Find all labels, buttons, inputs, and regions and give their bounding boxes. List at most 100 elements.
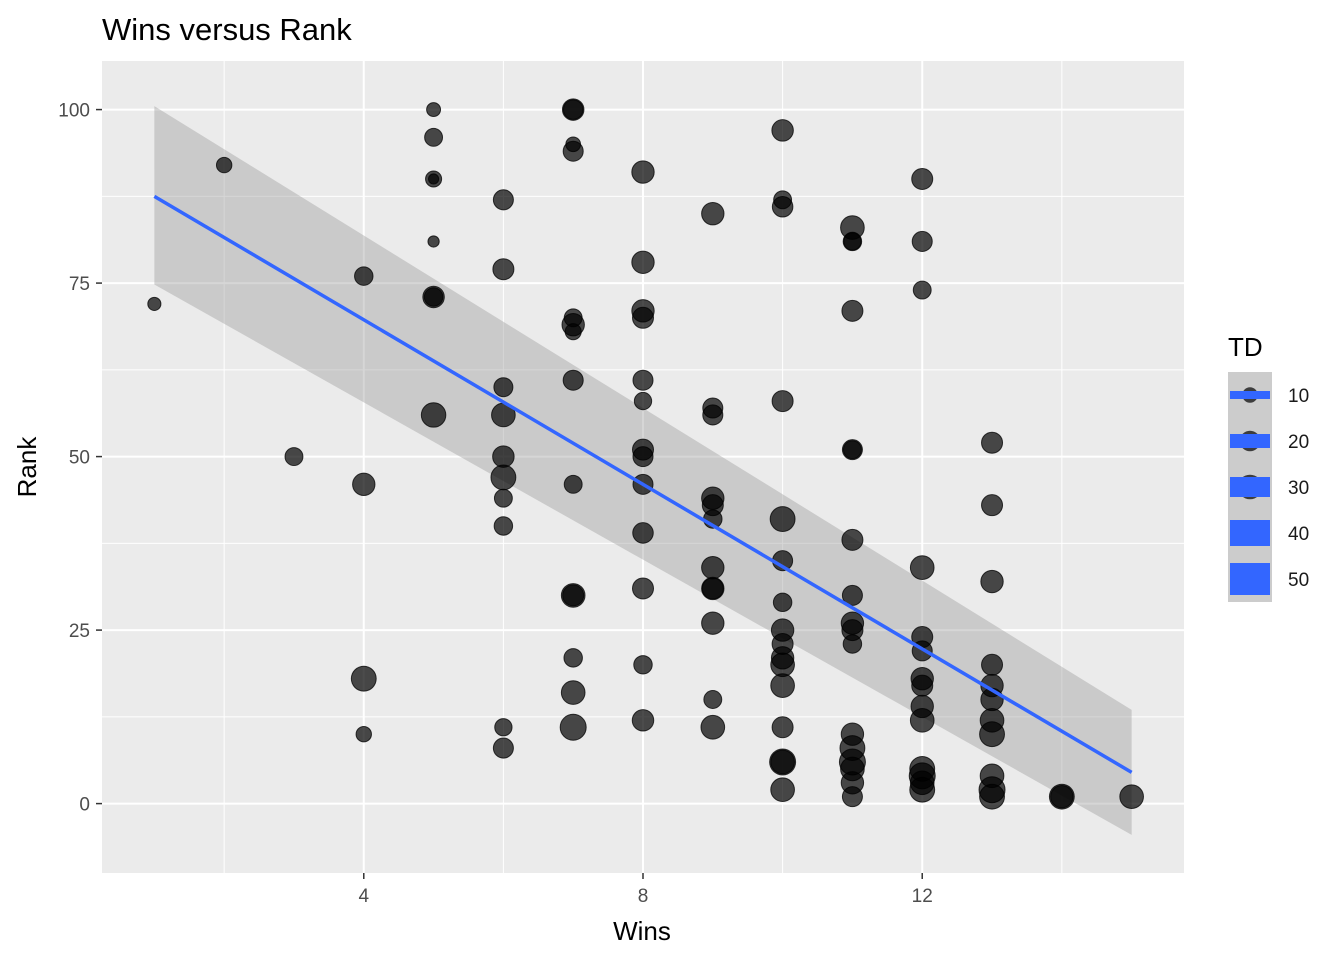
data-point bbox=[562, 369, 584, 391]
data-point bbox=[911, 674, 934, 697]
data-point bbox=[701, 577, 724, 600]
y-axis: 0 25 50 75 100 bbox=[58, 101, 102, 816]
data-point bbox=[842, 440, 862, 460]
data-point bbox=[350, 665, 377, 692]
data-point bbox=[701, 555, 725, 580]
data-point bbox=[560, 680, 586, 705]
data-point bbox=[1119, 784, 1144, 809]
data-point bbox=[420, 402, 447, 428]
legend-key-line bbox=[1230, 391, 1270, 399]
x-tick-label: 12 bbox=[912, 886, 933, 907]
legend-key-line bbox=[1230, 520, 1270, 546]
data-point bbox=[492, 445, 515, 468]
data-point bbox=[427, 235, 440, 248]
x-tick-label: 8 bbox=[638, 886, 649, 907]
data-point bbox=[355, 726, 372, 743]
data-point bbox=[981, 431, 1004, 454]
data-point bbox=[563, 474, 583, 494]
y-tick-label: 75 bbox=[69, 274, 90, 295]
data-point bbox=[632, 369, 654, 391]
data-point bbox=[912, 280, 932, 300]
data-point bbox=[494, 718, 513, 737]
data-point bbox=[354, 266, 374, 286]
data-point bbox=[493, 488, 513, 508]
data-point bbox=[562, 584, 585, 607]
data-point bbox=[979, 783, 1005, 810]
data-point bbox=[772, 592, 793, 613]
data-point bbox=[843, 232, 862, 251]
legend-label: 50 bbox=[1288, 570, 1309, 591]
data-point bbox=[700, 714, 726, 740]
x-axis-title: Wins bbox=[613, 916, 671, 946]
legend: TD 10 20 30 40 50 bbox=[1228, 332, 1309, 602]
data-point bbox=[909, 555, 935, 580]
data-point bbox=[909, 776, 936, 803]
data-point bbox=[490, 464, 517, 491]
data-point bbox=[702, 404, 724, 426]
data-point bbox=[841, 299, 864, 322]
data-point bbox=[911, 230, 933, 252]
data-point bbox=[909, 707, 935, 733]
legend-label: 20 bbox=[1288, 432, 1309, 453]
data-point bbox=[352, 472, 376, 497]
data-point bbox=[771, 390, 794, 413]
scatter-points bbox=[147, 98, 1144, 810]
data-point bbox=[631, 577, 655, 600]
data-point bbox=[559, 713, 587, 741]
data-point bbox=[770, 749, 795, 775]
data-point bbox=[841, 584, 863, 606]
y-tick-label: 25 bbox=[69, 621, 90, 642]
y-axis-title: Rank bbox=[12, 436, 42, 498]
data-point bbox=[424, 127, 444, 147]
data-point bbox=[631, 709, 655, 732]
data-point bbox=[842, 634, 863, 654]
data-point bbox=[1050, 784, 1074, 809]
data-point bbox=[284, 447, 304, 467]
data-point bbox=[632, 446, 654, 468]
legend-label: 10 bbox=[1288, 386, 1309, 407]
data-point bbox=[701, 201, 725, 226]
legend-title: TD bbox=[1228, 332, 1263, 362]
data-point bbox=[771, 119, 794, 142]
legend-key-line bbox=[1230, 563, 1270, 595]
data-point bbox=[428, 173, 440, 185]
data-point bbox=[981, 494, 1004, 517]
data-point bbox=[493, 516, 514, 536]
legend-key-line bbox=[1230, 477, 1270, 497]
data-point bbox=[564, 323, 582, 341]
y-tick-label: 100 bbox=[58, 101, 90, 122]
data-point bbox=[492, 737, 514, 759]
legend-keys: 10 20 30 40 50 bbox=[1230, 386, 1309, 595]
legend-key-line bbox=[1230, 434, 1270, 448]
confidence-ribbon bbox=[154, 106, 1132, 835]
legend-label: 30 bbox=[1288, 478, 1309, 499]
x-tick-label: 4 bbox=[358, 886, 369, 907]
data-point bbox=[493, 377, 514, 398]
data-point bbox=[562, 99, 584, 120]
data-point bbox=[703, 690, 723, 709]
data-point bbox=[631, 160, 655, 184]
x-axis: 4 8 12 bbox=[358, 873, 933, 907]
data-point bbox=[770, 673, 795, 698]
data-point bbox=[563, 648, 583, 668]
chart-title: Wins versus Rank bbox=[102, 12, 352, 47]
data-point bbox=[631, 250, 655, 274]
data-point bbox=[979, 721, 1005, 748]
data-point bbox=[426, 102, 442, 118]
regression-line bbox=[153, 194, 1133, 774]
y-tick-label: 50 bbox=[69, 448, 90, 469]
y-tick-label: 0 bbox=[79, 795, 90, 816]
data-point bbox=[771, 195, 794, 218]
data-point bbox=[770, 652, 795, 678]
data-point bbox=[841, 528, 864, 551]
data-point bbox=[771, 716, 794, 739]
data-point bbox=[492, 189, 514, 211]
data-point bbox=[980, 569, 1004, 594]
data-point bbox=[215, 156, 233, 174]
data-point bbox=[633, 655, 653, 675]
data-point bbox=[147, 296, 162, 311]
data-point bbox=[631, 306, 655, 329]
data-point bbox=[911, 167, 934, 190]
